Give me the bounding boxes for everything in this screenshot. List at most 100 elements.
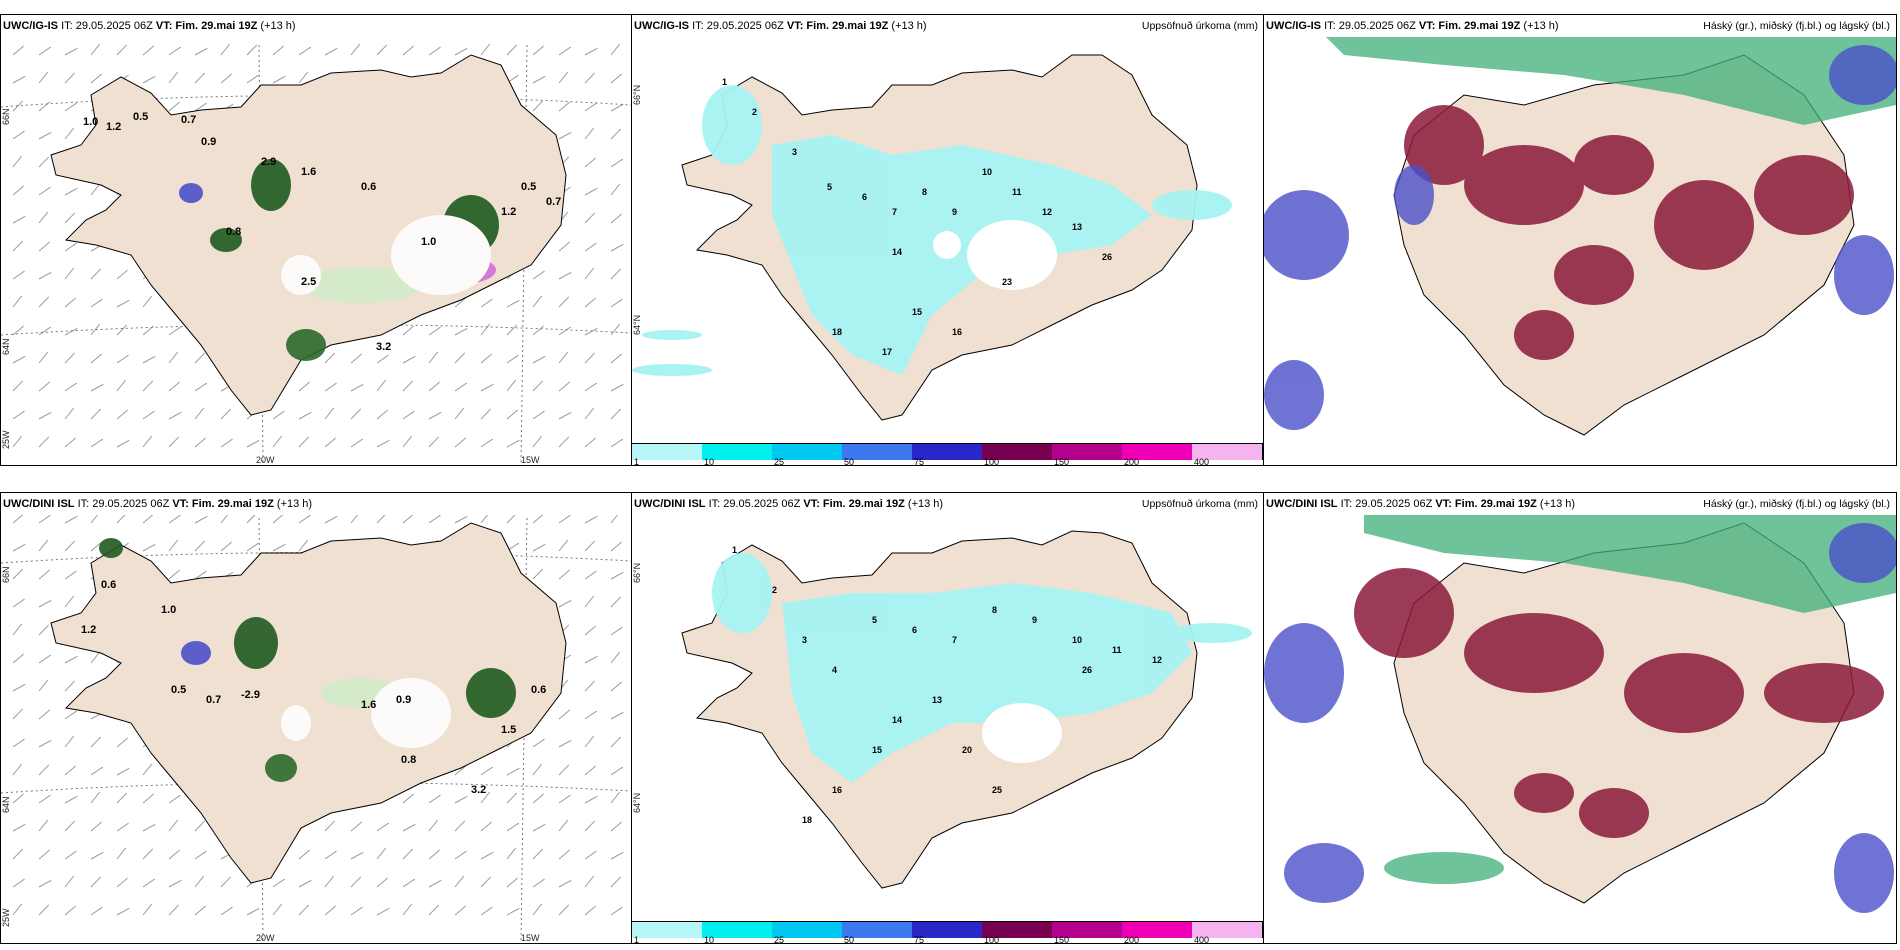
wind-barb <box>558 879 572 888</box>
wind-barb <box>428 819 439 832</box>
wind-barb <box>610 626 623 636</box>
wind-barb <box>584 515 598 524</box>
high-cloud-band-bottom <box>1364 513 1896 884</box>
wind-barb <box>168 819 179 832</box>
wind-barb <box>584 680 596 692</box>
wind-barb <box>38 411 52 420</box>
wind-barb <box>12 543 26 552</box>
wind-barb <box>272 513 285 524</box>
wind-barb <box>90 736 102 748</box>
valid-time-label: VT: <box>803 498 820 510</box>
wind-barb <box>194 850 207 860</box>
colorbar-label: 200 <box>1124 935 1140 944</box>
wind-barb <box>272 435 283 448</box>
wind-barb <box>12 325 25 336</box>
wind-barb <box>64 735 75 748</box>
map-value-label: 12 <box>1042 207 1052 217</box>
wind-barb <box>558 351 569 364</box>
wind-barb <box>584 267 595 280</box>
colorbar-label: 1 <box>634 457 640 466</box>
colorbar-label: 50 <box>844 935 855 944</box>
wind-barb <box>558 241 571 252</box>
map-value-label: 25 <box>992 785 1002 795</box>
wind-barb <box>12 513 25 524</box>
wind-barb <box>168 904 180 916</box>
wind-barb <box>532 903 543 916</box>
wind-barb <box>38 819 49 832</box>
wind-barb <box>350 408 362 420</box>
valid-time: Fim. 29.mai 19Z <box>806 20 889 32</box>
wind-barb <box>610 821 623 832</box>
wind-barb <box>480 438 493 448</box>
wind-barb <box>324 850 337 860</box>
wind-barb <box>610 681 623 692</box>
wind-barb <box>506 354 519 364</box>
wind-barb <box>610 73 623 84</box>
wind-barb <box>64 515 78 524</box>
wind-barb <box>558 794 571 804</box>
init-time: IT: 29.05.2025 06Z <box>692 20 784 32</box>
map-value-label: 0.8 <box>401 754 416 766</box>
wind-barb <box>610 711 624 720</box>
wind-barb <box>90 821 103 832</box>
map-value-label: 10 <box>982 167 992 177</box>
wind-barb <box>90 353 103 364</box>
wind-barb <box>194 72 206 84</box>
map-value-label: 2 <box>772 585 777 595</box>
wind-barb <box>38 351 49 364</box>
wind-barb <box>480 383 494 392</box>
wind-barb <box>402 878 415 888</box>
wind-barb <box>428 904 440 916</box>
wind-barb <box>38 739 52 748</box>
map-value-label: 3 <box>802 635 807 645</box>
wind-barb <box>116 767 130 776</box>
map-value-label: 0.5 <box>133 111 148 123</box>
precip-areas-top <box>179 159 499 361</box>
wind-barb <box>142 823 156 832</box>
wind-barb <box>168 879 182 888</box>
wind-precip-map-top: 1.0 1.2 0.5 0.7 0.9 2.9 1.6 0.8 2.5 3.2 0.6 1.0 1.2 0… <box>0 14 633 466</box>
map-value-label: 7 <box>952 635 957 645</box>
wind-barb <box>12 410 25 420</box>
wind-barb <box>12 185 25 196</box>
wind-barb <box>402 380 414 392</box>
wind-barb <box>64 820 76 832</box>
panel-header: UWC/IG-IS IT: 29.05.2025 06Z VT: Fim. 29… <box>1264 15 1896 37</box>
precip-map-bottom: 1 2 3 4 5 6 7 8 9 10 11 12 13 14 15 16 18 20 25 26 UWC/DINI… <box>631 492 1265 944</box>
wind-barb <box>428 326 441 336</box>
colorbar-label: 400 <box>1194 457 1210 466</box>
precip-title: Uppsöfnuð úrkoma (mm) <box>1141 20 1258 32</box>
wind-map-graphic-bottom: 0.6 1.2 1.0 0.5 0.7 -2.9 1.6 0.9 0.8 3.2 1.5 0.6 <box>1 511 632 943</box>
wind-barb <box>12 903 23 916</box>
map-value-label: 0.6 <box>531 684 546 696</box>
wind-barb <box>610 183 621 196</box>
init-time: IT: 29.05.2025 06Z <box>1340 498 1433 510</box>
wind-barb <box>38 599 52 608</box>
wind-map-graphic-top: 1.0 1.2 0.5 0.7 0.9 2.9 1.6 0.8 2.5 3.2 0.6 1.0 1.2 0… <box>1 43 632 465</box>
valid-time: Fim. 29.mai 19Z <box>1438 20 1521 32</box>
wind-barb <box>584 127 595 140</box>
wind-barb <box>38 794 51 804</box>
wind-barb <box>116 409 129 420</box>
wind-barb <box>90 541 103 552</box>
panel-header: UWC/DINI ISL IT: 29.05.2025 06Z VT: Fim.… <box>1 493 632 515</box>
wind-barb <box>610 243 624 252</box>
lon-label-15w: 15W <box>521 455 540 465</box>
map-value-label: 0.9 <box>201 136 216 148</box>
wind-barb <box>142 848 154 860</box>
wind-barb <box>116 737 129 748</box>
lon-label-20w: 20W <box>256 933 275 943</box>
wind-barb <box>142 45 155 56</box>
wind-barb <box>168 436 180 448</box>
wind-barb <box>90 298 103 308</box>
valid-time: Fim. 29.mai 19Z <box>175 20 258 32</box>
wind-barb <box>194 820 206 832</box>
wind-barb <box>324 407 335 420</box>
lat-label-64n: 64°N <box>632 314 642 335</box>
map-value-label: 15 <box>872 745 882 755</box>
map-value-label: 16 <box>952 327 962 337</box>
wind-barb <box>532 848 544 860</box>
wind-barb <box>454 47 468 56</box>
